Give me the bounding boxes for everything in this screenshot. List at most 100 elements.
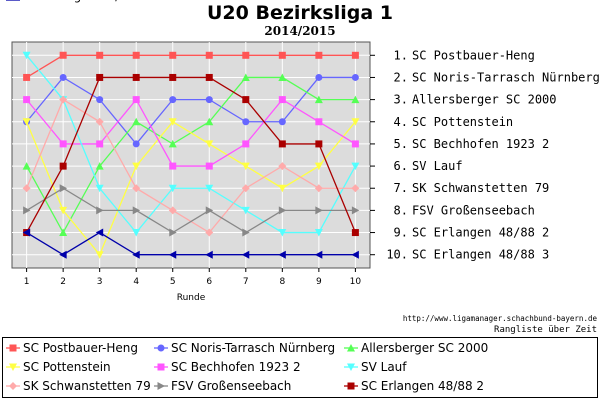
data-point	[59, 162, 67, 170]
data-point	[351, 250, 359, 259]
data-point	[96, 140, 104, 148]
series-line	[26, 231, 356, 256]
rank-team-name: SC Postbauer-Heng	[412, 48, 535, 62]
series-2	[23, 73, 359, 148]
data-point	[205, 250, 213, 259]
x-tick-label: 8	[279, 277, 285, 287]
legend-item: SC Erlangen 48/88 2	[344, 379, 484, 393]
series-1	[23, 51, 359, 81]
data-point	[278, 184, 287, 193]
data-point	[168, 184, 177, 193]
data-point	[132, 229, 141, 237]
legend-item: Allersberger SC 2000	[344, 341, 488, 355]
legend-marker	[347, 363, 355, 371]
data-point	[278, 96, 286, 104]
rank-team-name: Allersberger SC 2000	[412, 93, 557, 107]
plot-area	[11, 41, 371, 269]
data-point	[132, 96, 140, 104]
data-point	[241, 250, 250, 259]
data-point	[132, 51, 140, 59]
data-point	[242, 51, 250, 59]
rank-number: 8.	[394, 203, 408, 217]
legend-box	[2, 337, 598, 398]
legend-marker	[157, 363, 165, 371]
x-tick-label: 7	[243, 277, 249, 287]
legend-marker	[157, 382, 165, 390]
data-point	[242, 96, 250, 104]
data-point	[351, 140, 359, 148]
series-6	[22, 51, 360, 237]
series-9	[23, 73, 359, 237]
legend-item: SC Noris-Tarrasch Nürnberg	[154, 341, 335, 355]
rank-number: 2.	[394, 70, 408, 84]
data-point	[242, 118, 250, 126]
rank-number: 1.	[394, 48, 408, 62]
data-point	[132, 184, 141, 193]
legend-marker	[9, 344, 17, 352]
data-point	[22, 51, 31, 60]
legend-item: SK Schwanstetten 79	[6, 379, 151, 393]
data-point	[351, 51, 359, 59]
data-point	[59, 73, 67, 81]
chart-caption: Rangliste über Zeit	[494, 325, 597, 335]
data-point	[278, 73, 287, 81]
data-point	[23, 206, 31, 215]
data-point	[314, 229, 323, 237]
data-point	[205, 51, 213, 59]
data-point	[205, 117, 214, 126]
x-tick-label: 2	[60, 277, 66, 287]
data-point	[96, 206, 104, 215]
series-line	[26, 187, 356, 234]
legend-marker	[347, 382, 355, 390]
legend-label: SC Erlangen 48/88 2	[361, 379, 484, 393]
x-tick-label: 1	[24, 277, 30, 287]
legend-item: FSV Großenseebach	[154, 379, 291, 393]
rank-team-name: SC Erlangen 48/88 3	[412, 248, 549, 262]
data-point	[278, 229, 287, 237]
data-point	[242, 228, 250, 237]
legend-label: SC Erlangen 48/88 3	[23, 0, 146, 3]
data-point	[315, 206, 323, 215]
data-point	[205, 162, 213, 170]
legend-item: SC Bechhofen 1923 2	[154, 360, 301, 374]
x-tick-label: 9	[316, 277, 322, 287]
legend-label: SC Noris-Tarrasch Nürnberg	[171, 341, 335, 355]
data-point	[22, 228, 31, 237]
data-point	[351, 95, 360, 104]
rank-team-name: SV Lauf	[412, 159, 463, 173]
series-line	[26, 76, 356, 145]
data-point	[132, 140, 140, 148]
data-point	[278, 250, 286, 259]
rank-number: 3.	[394, 93, 408, 107]
data-point	[59, 184, 68, 193]
data-point	[314, 250, 323, 259]
legend-label: SC Pottenstein	[23, 360, 111, 374]
data-point	[22, 184, 31, 193]
data-point	[242, 140, 250, 148]
data-point	[132, 250, 140, 259]
data-point	[168, 118, 177, 126]
data-point	[241, 73, 250, 81]
legend-label: SC Bechhofen 1923 2	[171, 360, 301, 374]
data-point	[22, 118, 31, 126]
data-point	[59, 51, 67, 59]
data-point	[278, 206, 287, 215]
data-point	[22, 162, 31, 170]
data-point	[314, 162, 323, 171]
data-point	[205, 184, 214, 193]
x-axis-label: Runde	[177, 293, 206, 303]
legend-marker	[9, 382, 17, 390]
series-7	[22, 95, 360, 237]
legend-marker	[9, 363, 17, 371]
rank-team-name: SK Schwanstetten 79	[412, 181, 549, 195]
data-point	[241, 206, 250, 215]
data-point	[278, 118, 286, 126]
rank-labels: 1. SC Postbauer-Heng 2. SC Noris-Tarrasch N…	[370, 48, 600, 262]
data-point	[205, 228, 214, 237]
legend-item: SC Pottenstein	[6, 360, 111, 374]
rank-number: 5.	[394, 137, 408, 151]
data-point	[241, 184, 250, 193]
x-tick-label: 5	[170, 277, 176, 287]
legend-label: SK Schwanstetten 79	[23, 379, 151, 393]
